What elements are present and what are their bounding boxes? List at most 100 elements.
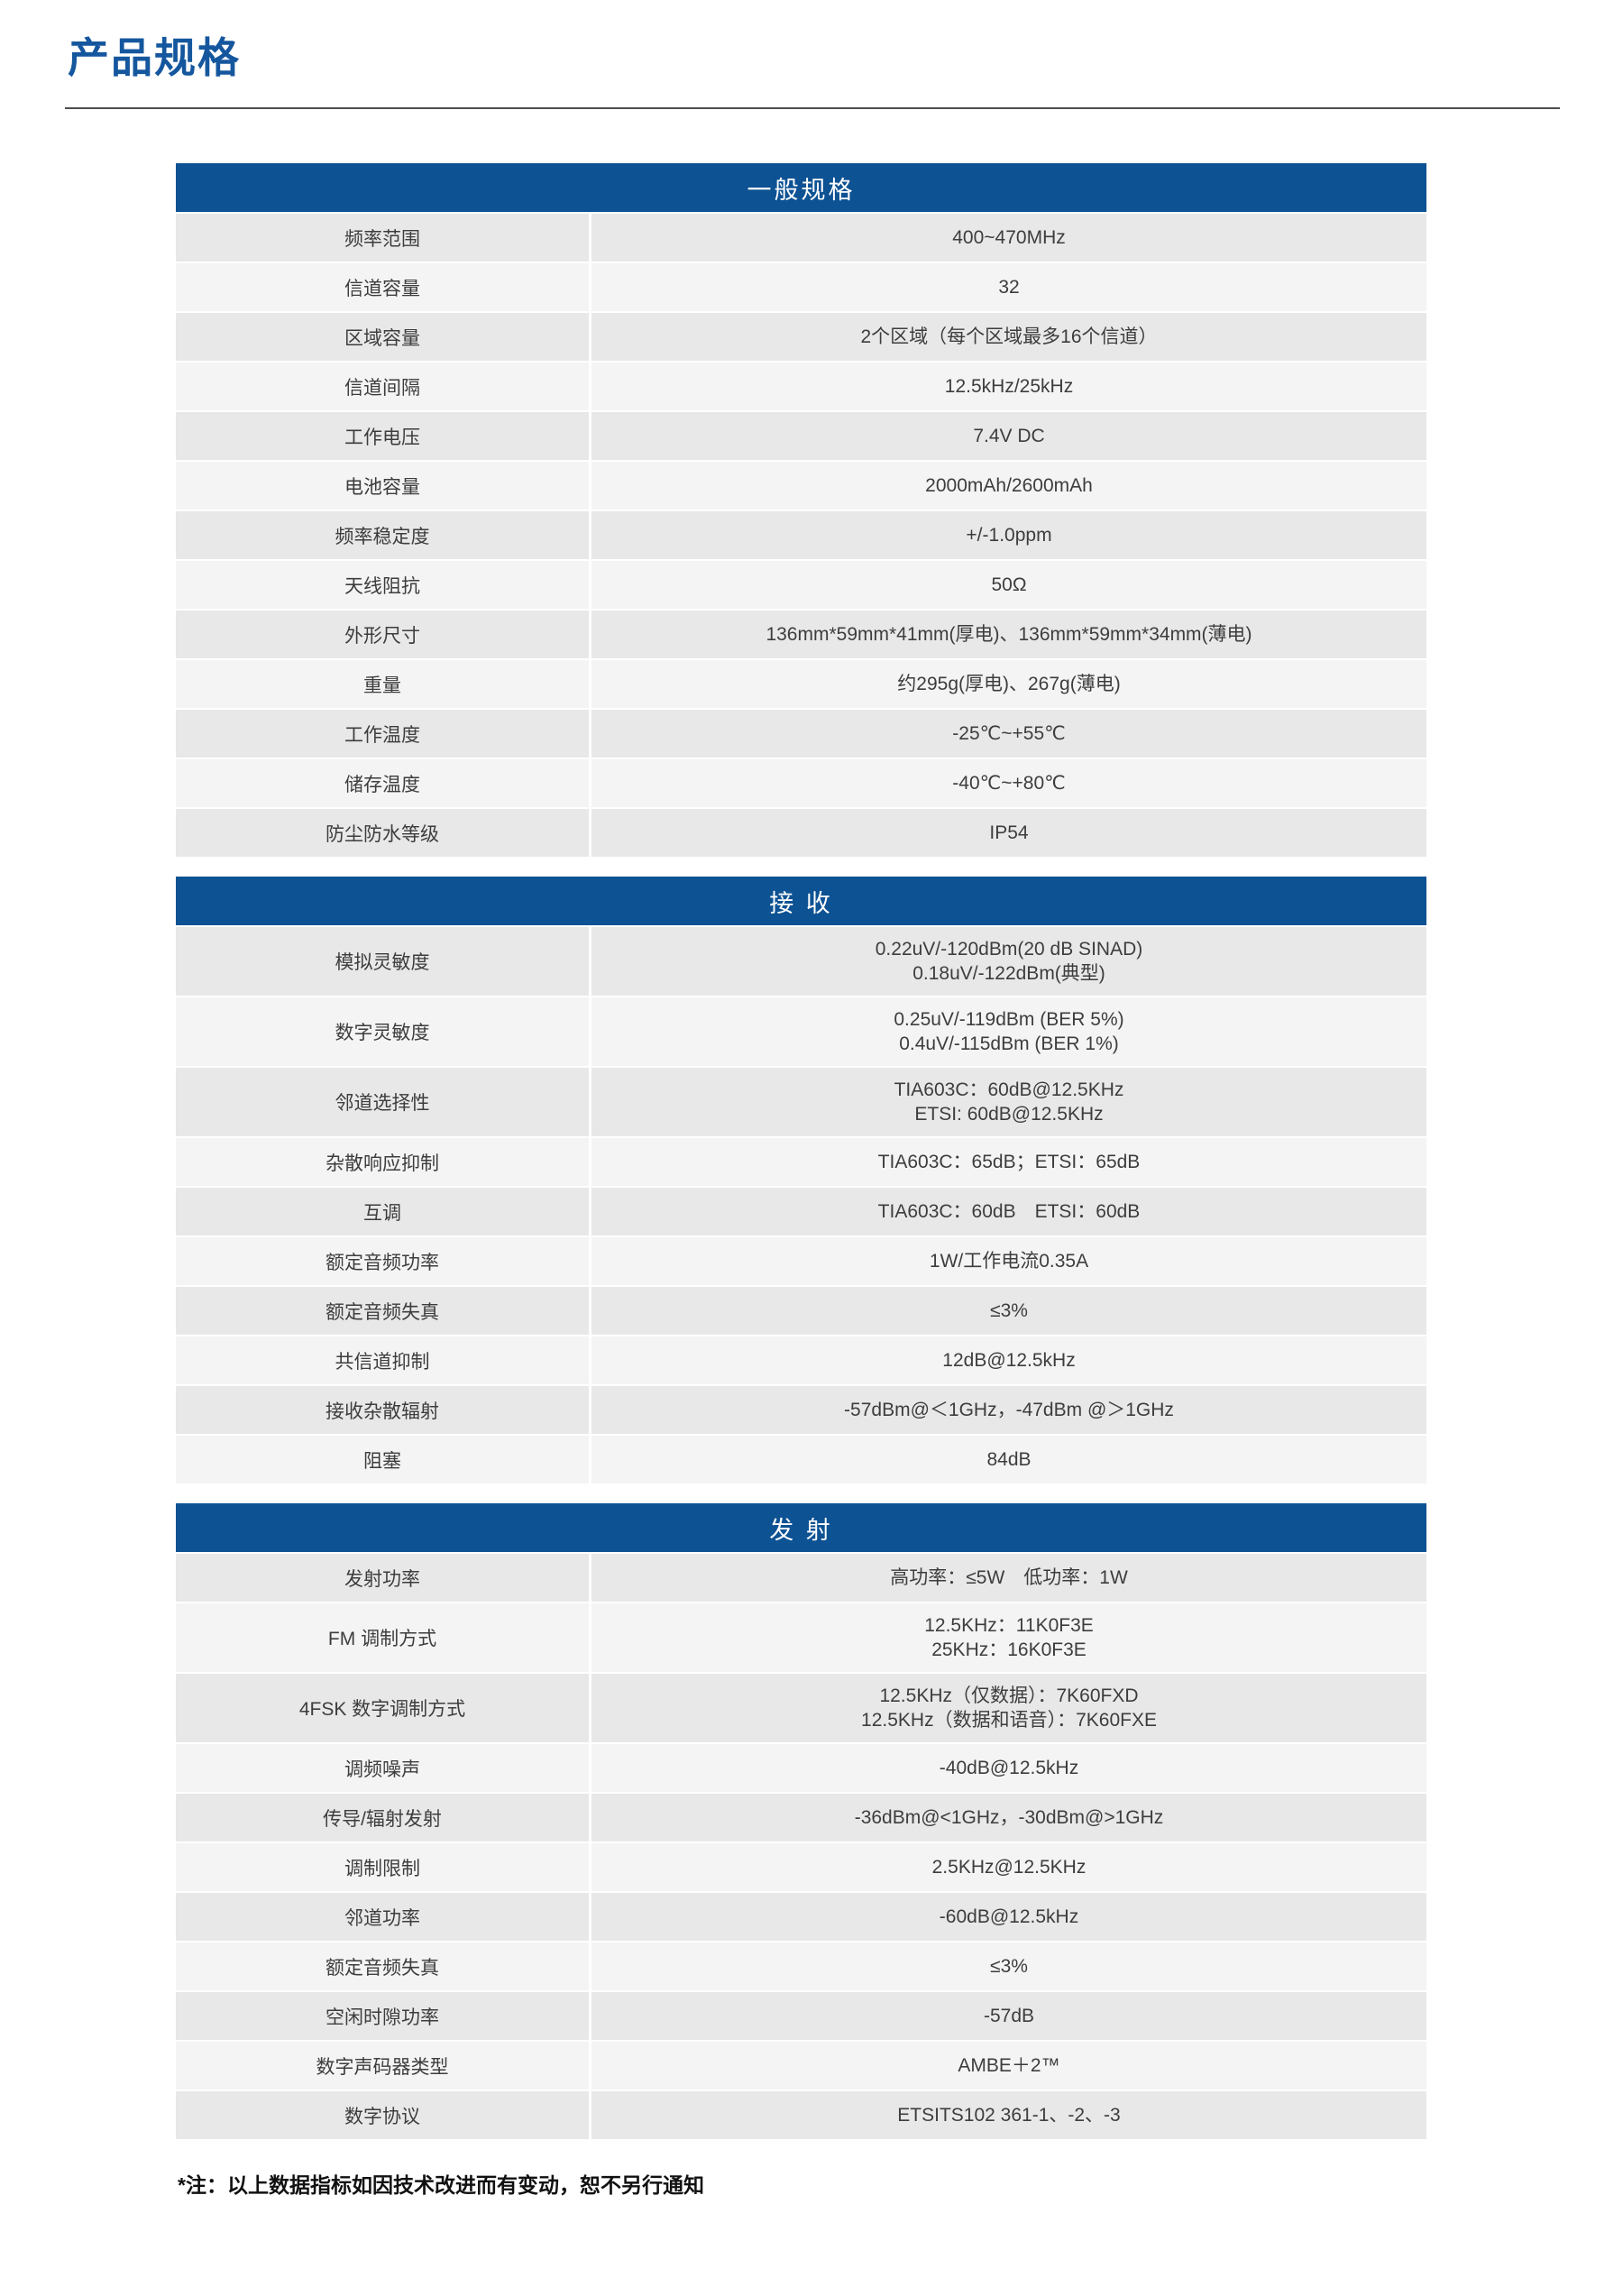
spec-value: 高功率：≤5W 低功率：1W bbox=[591, 1554, 1426, 1602]
spec-value-line: -40℃~+80℃ bbox=[952, 773, 1066, 794]
spec-value-line: 0.25uV/-119dBm (BER 5%) bbox=[894, 1009, 1124, 1030]
spec-label: 额定音频功率 bbox=[176, 1237, 591, 1285]
spec-value: 7.4V DC bbox=[591, 412, 1426, 460]
spec-value-line: 0.22uV/-120dBm(20 dB SINAD) bbox=[875, 939, 1143, 960]
table-row: 阻塞 84dB bbox=[176, 1436, 1426, 1483]
spec-table-general: 一般规格 频率范围 400~470MHz 信道容量 32 区域容量 2个区域（每个区域最多… bbox=[176, 163, 1426, 857]
table-row: 重量 约295g(厚电)、267g(薄电) bbox=[176, 660, 1426, 708]
table-row: 频率范围 400~470MHz bbox=[176, 214, 1426, 262]
spec-label: 工作电压 bbox=[176, 412, 591, 460]
spec-value-line: 12.5KHz（仅数据）：7K60FXD bbox=[879, 1685, 1139, 1706]
spec-label: 阻塞 bbox=[176, 1436, 591, 1483]
spec-label: 发射功率 bbox=[176, 1554, 591, 1602]
spec-value: 约295g(厚电)、267g(薄电) bbox=[591, 660, 1426, 708]
spec-value: 2个区域（每个区域最多16个信道） bbox=[591, 313, 1426, 361]
spec-value-line: 12dB@12.5kHz bbox=[942, 1350, 1076, 1371]
table-row: 模拟灵敏度 0.22uV/-120dBm(20 dB SINAD) 0.18uV/-… bbox=[176, 927, 1426, 996]
spec-value: -60dB@12.5kHz bbox=[591, 1893, 1426, 1941]
spec-value-line: 12.5kHz/25kHz bbox=[944, 376, 1074, 397]
table-row: 防尘防水等级 IP54 bbox=[176, 809, 1426, 857]
spec-value: AMBE＋2™ bbox=[591, 2042, 1426, 2089]
spec-label: 邻道选择性 bbox=[176, 1068, 591, 1136]
table-row: 电池容量 2000mAh/2600mAh bbox=[176, 462, 1426, 510]
spec-value-line: ETSITS102 361-1、-2、-3 bbox=[897, 2105, 1121, 2126]
spec-value-line: 12.5KHz：11K0F3E bbox=[924, 1615, 1094, 1636]
spec-value: 12.5KHz（仅数据）：7K60FXD 12.5KHz（数据和语音）：7K60F… bbox=[591, 1674, 1426, 1742]
table-row: 共信道抑制 12dB@12.5kHz bbox=[176, 1336, 1426, 1384]
spec-table-transmit: 发 射 发射功率 高功率：≤5W 低功率：1W FM 调制方式 12.5KHz：11K… bbox=[176, 1503, 1426, 2139]
spec-label: 信道间隔 bbox=[176, 363, 591, 410]
spec-value-line: -57dB bbox=[983, 2006, 1035, 2026]
spec-label: FM 调制方式 bbox=[176, 1603, 591, 1672]
table-row: 储存温度 -40℃~+80℃ bbox=[176, 759, 1426, 807]
table-row: 传导/辐射发射 -36dBm@<1GHz，-30dBm@>1GHz bbox=[176, 1794, 1426, 1841]
spec-value: 50Ω bbox=[591, 561, 1426, 609]
table-row: 数字灵敏度 0.25uV/-119dBm (BER 5%) 0.4uV/-115dB… bbox=[176, 997, 1426, 1066]
spec-label: 额定音频失真 bbox=[176, 1287, 591, 1335]
spec-value: -40dB@12.5kHz bbox=[591, 1744, 1426, 1792]
spec-value-line: 400~470MHz bbox=[952, 227, 1066, 248]
table-row: 调频噪声 -40dB@12.5kHz bbox=[176, 1744, 1426, 1792]
spec-label: 工作温度 bbox=[176, 710, 591, 758]
table-row: 数字协议 ETSITS102 361-1、-2、-3 bbox=[176, 2091, 1426, 2139]
spec-value: ETSITS102 361-1、-2、-3 bbox=[591, 2091, 1426, 2139]
table-row: 发射功率 高功率：≤5W 低功率：1W bbox=[176, 1554, 1426, 1602]
table-row: 杂散响应抑制 TIA603C：65dB；ETSI：65dB bbox=[176, 1138, 1426, 1186]
spec-value: 84dB bbox=[591, 1436, 1426, 1483]
table-rows-receive: 模拟灵敏度 0.22uV/-120dBm(20 dB SINAD) 0.18uV/-… bbox=[176, 927, 1426, 1483]
spec-label: 额定音频失真 bbox=[176, 1942, 591, 1990]
spec-label: 防尘防水等级 bbox=[176, 809, 591, 857]
spec-value-line: TIA603C：60dB ETSI：60dB bbox=[877, 1201, 1141, 1222]
table-header-general: 一般规格 bbox=[176, 163, 1426, 212]
spec-value-line: 1W/工作电流0.35A bbox=[929, 1251, 1089, 1272]
table-row: 接收杂散辐射 -57dBm@＜1GHz，-47dBm @＞1GHz bbox=[176, 1386, 1426, 1434]
spec-label: 区域容量 bbox=[176, 313, 591, 361]
spec-value: 12.5kHz/25kHz bbox=[591, 363, 1426, 410]
spec-value-line: TIA603C：65dB；ETSI：65dB bbox=[877, 1152, 1141, 1172]
spec-value: -57dBm@＜1GHz，-47dBm @＞1GHz bbox=[591, 1386, 1426, 1434]
spec-value-line: 12.5KHz（数据和语音）：7K60FXE bbox=[861, 1710, 1157, 1731]
spec-value: 12.5KHz：11K0F3E 25KHz：16K0F3E bbox=[591, 1603, 1426, 1672]
table-row: 天线阻抗 50Ω bbox=[176, 561, 1426, 609]
spec-value-line: AMBE＋2™ bbox=[958, 2055, 1060, 2076]
spec-value: +/-1.0ppm bbox=[591, 511, 1426, 559]
spec-value: -25℃~+55℃ bbox=[591, 710, 1426, 758]
title-divider bbox=[65, 107, 1560, 109]
spec-value-line: TIA603C：60dB@12.5KHz bbox=[894, 1079, 1124, 1100]
spec-value-line: 2000mAh/2600mAh bbox=[925, 475, 1093, 496]
spec-value: TIA603C：60dB@12.5KHz ETSI: 60dB@12.5KHz bbox=[591, 1068, 1426, 1136]
table-row: 工作电压 7.4V DC bbox=[176, 412, 1426, 460]
spec-label: 模拟灵敏度 bbox=[176, 927, 591, 996]
spec-value-line: -36dBm@<1GHz，-30dBm@>1GHz bbox=[854, 1807, 1164, 1828]
spec-label: 互调 bbox=[176, 1188, 591, 1235]
table-row: 额定音频失真 ≤3% bbox=[176, 1942, 1426, 1990]
spec-label: 4FSK 数字调制方式 bbox=[176, 1674, 591, 1742]
spec-table-receive: 接 收 模拟灵敏度 0.22uV/-120dBm(20 dB SINAD) 0.18… bbox=[176, 877, 1426, 1483]
spec-label: 频率范围 bbox=[176, 214, 591, 262]
spec-value: ≤3% bbox=[591, 1287, 1426, 1335]
spec-value: 0.25uV/-119dBm (BER 5%) 0.4uV/-115dBm (BE… bbox=[591, 997, 1426, 1066]
table-row: 邻道选择性 TIA603C：60dB@12.5KHz ETSI: 60dB@12.5… bbox=[176, 1068, 1426, 1136]
spec-value: 12dB@12.5kHz bbox=[591, 1336, 1426, 1384]
spec-label: 共信道抑制 bbox=[176, 1336, 591, 1384]
spec-value: -57dB bbox=[591, 1992, 1426, 2040]
table-row: 额定音频功率 1W/工作电流0.35A bbox=[176, 1237, 1426, 1285]
spec-value-line: 0.4uV/-115dBm (BER 1%) bbox=[899, 1033, 1119, 1054]
spec-value: 400~470MHz bbox=[591, 214, 1426, 262]
spec-label: 数字声码器类型 bbox=[176, 2042, 591, 2089]
spec-value-line: -25℃~+55℃ bbox=[952, 723, 1066, 744]
table-row: 互调 TIA603C：60dB ETSI：60dB bbox=[176, 1188, 1426, 1235]
spec-value: 0.22uV/-120dBm(20 dB SINAD) 0.18uV/-122dB… bbox=[591, 927, 1426, 996]
spec-value-line: 约295g(厚电)、267g(薄电) bbox=[897, 674, 1121, 694]
spec-value-line: IP54 bbox=[989, 822, 1029, 843]
spec-value: 136mm*59mm*41mm(厚电)、136mm*59mm*34mm(薄电) bbox=[591, 611, 1426, 658]
spec-value: IP54 bbox=[591, 809, 1426, 857]
spec-label: 外形尺寸 bbox=[176, 611, 591, 658]
table-row: 调制限制 2.5KHz@12.5KHz bbox=[176, 1843, 1426, 1891]
table-row: FM 调制方式 12.5KHz：11K0F3E 25KHz：16K0F3E bbox=[176, 1603, 1426, 1672]
spec-label: 接收杂散辐射 bbox=[176, 1386, 591, 1434]
table-header-receive: 接 收 bbox=[176, 877, 1426, 925]
spec-value-line: 7.4V DC bbox=[973, 426, 1045, 446]
spec-value: ≤3% bbox=[591, 1942, 1426, 1990]
